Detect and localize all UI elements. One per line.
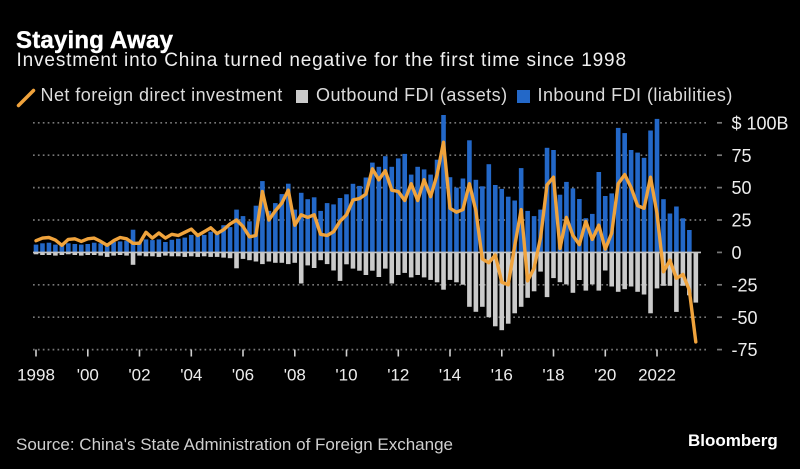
svg-text:'10: '10 — [335, 366, 357, 385]
svg-text:'18: '18 — [542, 366, 564, 385]
svg-text:'00: '00 — [77, 366, 99, 385]
svg-text:'02: '02 — [128, 366, 150, 385]
svg-text:0: 0 — [732, 243, 742, 263]
svg-text:'08: '08 — [284, 366, 306, 385]
svg-text:'06: '06 — [232, 366, 254, 385]
svg-text:$ 100B: $ 100B — [732, 113, 789, 133]
svg-text:'20: '20 — [594, 366, 616, 385]
svg-text:1998: 1998 — [17, 366, 55, 385]
svg-text:-50: -50 — [732, 308, 758, 328]
svg-text:75: 75 — [732, 146, 752, 166]
svg-text:-25: -25 — [732, 275, 758, 295]
svg-text:25: 25 — [732, 211, 752, 231]
svg-text:'04: '04 — [180, 366, 202, 385]
svg-text:'14: '14 — [439, 366, 461, 385]
svg-text:50: 50 — [732, 178, 752, 198]
svg-text:'16: '16 — [491, 366, 513, 385]
svg-text:'12: '12 — [387, 366, 409, 385]
svg-text:-75: -75 — [732, 340, 758, 360]
svg-text:2022: 2022 — [638, 366, 676, 385]
